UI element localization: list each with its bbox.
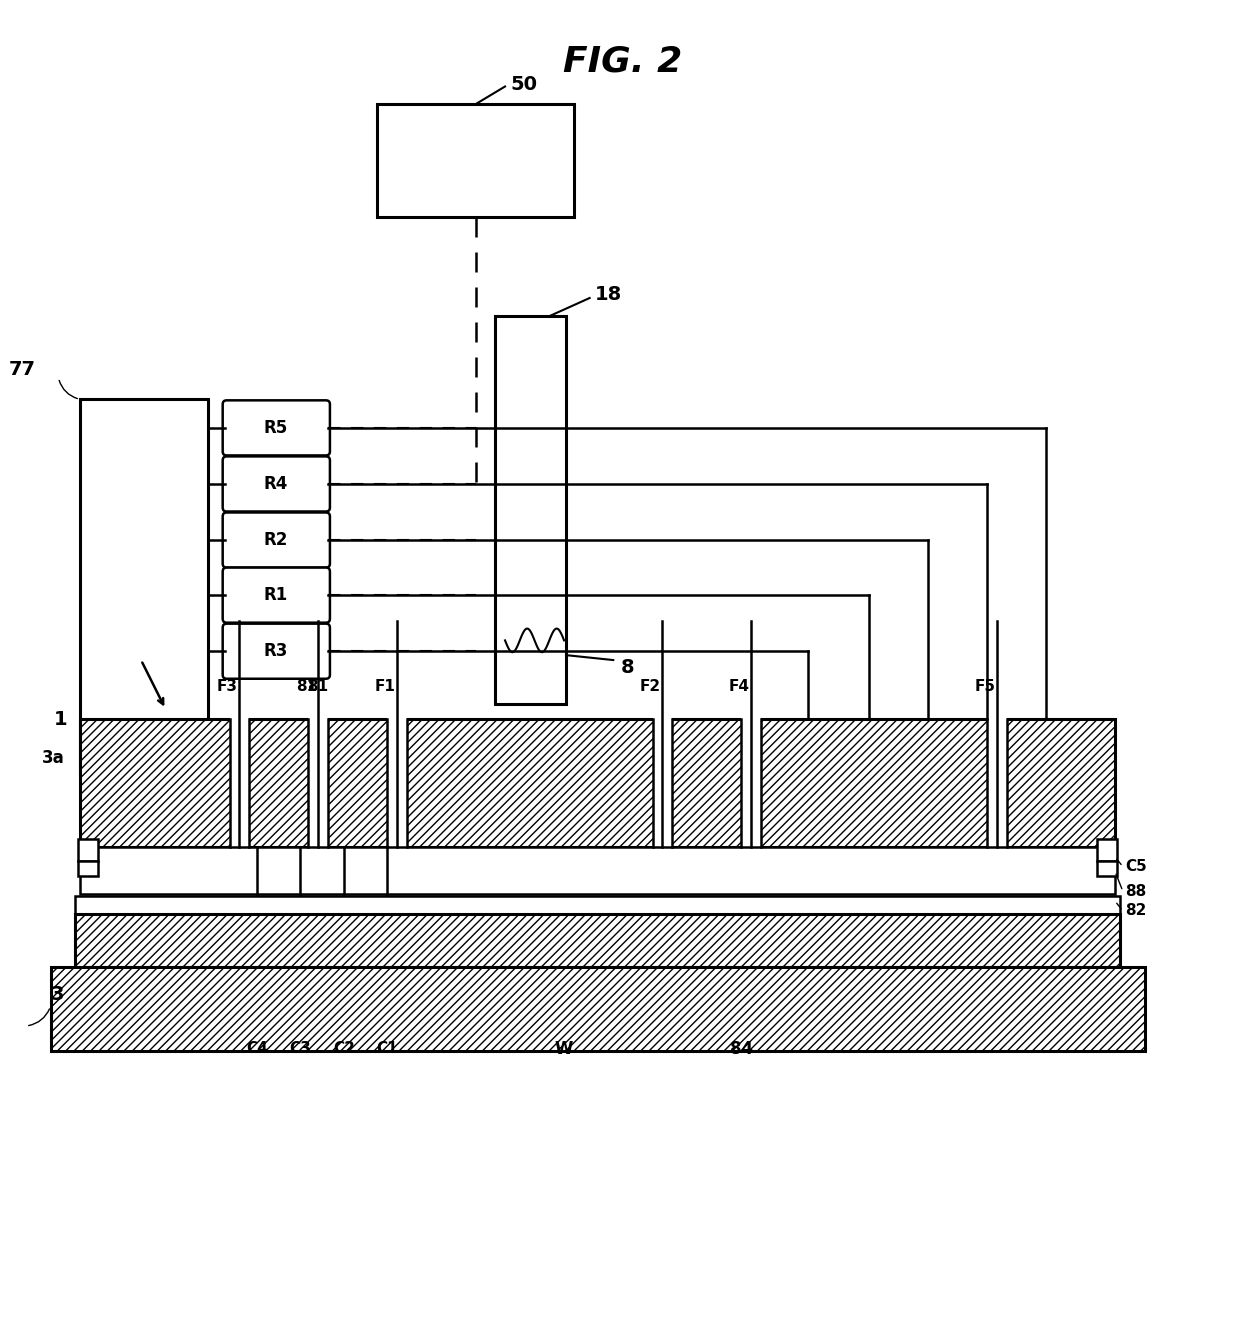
Text: F5: F5 [975, 679, 996, 694]
Text: 82: 82 [1125, 904, 1146, 918]
Text: 77: 77 [9, 361, 36, 380]
Text: 50: 50 [510, 76, 537, 94]
Bar [229, 717, 249, 849]
Bar [309, 717, 327, 849]
FancyBboxPatch shape [223, 512, 330, 568]
Text: F1: F1 [374, 679, 396, 694]
Text: C1: C1 [376, 1042, 398, 1056]
Bar [987, 717, 1007, 849]
Bar [652, 717, 672, 849]
Text: F4: F4 [729, 679, 750, 694]
Text: 3: 3 [51, 985, 64, 1005]
Bar [742, 717, 761, 849]
Text: R5: R5 [264, 419, 288, 437]
Text: FIG. 2: FIG. 2 [563, 45, 683, 78]
Text: F2: F2 [640, 679, 661, 694]
Bar [1097, 839, 1117, 861]
Text: R3: R3 [264, 642, 288, 661]
Bar [51, 967, 1145, 1051]
Bar [76, 914, 1120, 967]
Text: 88: 88 [1125, 884, 1146, 898]
Bar [81, 399, 208, 774]
Text: C5: C5 [1125, 859, 1147, 874]
Bar [387, 717, 407, 849]
Text: F3: F3 [217, 679, 238, 694]
Text: C4: C4 [247, 1042, 268, 1056]
Text: C3: C3 [289, 1042, 311, 1056]
Bar [81, 847, 1115, 894]
Bar [78, 839, 98, 861]
Bar [78, 861, 98, 877]
Bar [495, 316, 565, 705]
Text: 18: 18 [594, 284, 621, 304]
Text: 81: 81 [308, 679, 329, 694]
Text: W: W [554, 1039, 573, 1058]
Text: 84: 84 [729, 1039, 753, 1058]
Bar [76, 896, 1120, 914]
Text: R1: R1 [264, 587, 288, 604]
Text: R4: R4 [264, 475, 288, 492]
Text: 3a: 3a [42, 750, 64, 767]
Text: 81: 81 [296, 679, 317, 694]
FancyBboxPatch shape [223, 456, 330, 511]
FancyBboxPatch shape [223, 624, 330, 678]
Bar [81, 719, 1115, 847]
Text: C2: C2 [332, 1042, 355, 1056]
Bar [377, 105, 574, 218]
Text: R2: R2 [264, 531, 288, 549]
Bar [1097, 861, 1117, 877]
FancyBboxPatch shape [223, 401, 330, 455]
Text: 8: 8 [621, 658, 635, 677]
Text: 1: 1 [53, 710, 67, 729]
FancyBboxPatch shape [223, 568, 330, 622]
